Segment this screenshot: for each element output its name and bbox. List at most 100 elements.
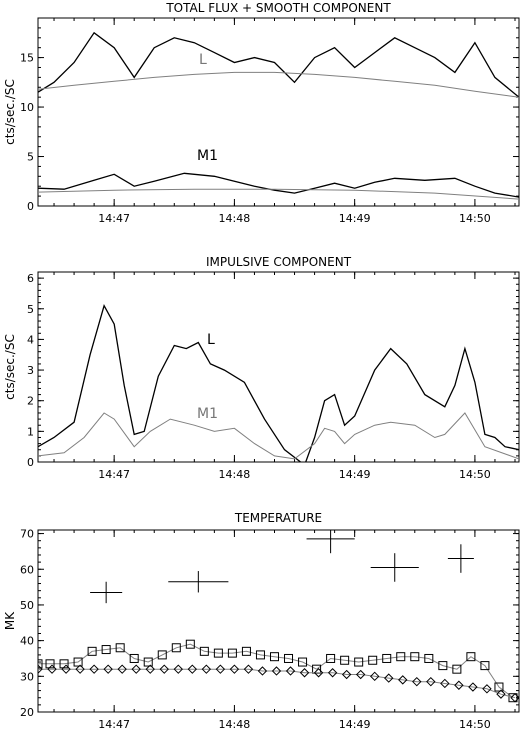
x-tick-label: 14:50 [459, 468, 491, 481]
square-marker [494, 682, 504, 692]
y-tick-label: 40 [20, 635, 34, 648]
diamond-marker [89, 664, 99, 674]
x-tick-label: 14:49 [339, 718, 371, 731]
series-L [38, 304, 519, 462]
diamond-marker [285, 666, 296, 676]
diamond-marker [327, 668, 338, 678]
diamond-marker [173, 664, 183, 674]
square-marker [424, 653, 434, 663]
diamond-marker [355, 669, 366, 680]
diamond-marker [313, 668, 324, 678]
square-marker [326, 653, 336, 663]
x-tick-label: 14:48 [219, 212, 251, 225]
series-line [38, 31, 519, 98]
square-marker [298, 657, 308, 667]
y-tick-label: 20 [20, 706, 34, 719]
diamond-marker [229, 664, 240, 674]
series-L [38, 31, 519, 98]
diamond-marker [510, 693, 519, 703]
panel-title: TEMPERATURE [234, 511, 322, 525]
square-marker [438, 661, 448, 671]
x-tick-label: 14:50 [459, 718, 491, 731]
diamond-marker [482, 684, 492, 694]
square-marker [73, 657, 83, 667]
y-tick-label: 1 [27, 425, 34, 438]
x-tick-label: 14:49 [339, 212, 371, 225]
y-tick-label: 5 [27, 303, 34, 316]
diamond-marker [398, 675, 408, 685]
series-M1 [38, 172, 519, 198]
series-s1 [90, 530, 474, 604]
plot-frame [37, 17, 520, 207]
square-marker [115, 643, 125, 653]
series-s4 [38, 188, 519, 200]
x-tick-label: 14:47 [98, 468, 130, 481]
square-marker [452, 664, 462, 674]
square-marker [185, 639, 195, 649]
square-marker [269, 652, 279, 662]
diamond-marker [117, 664, 127, 674]
square-marker [340, 655, 350, 665]
panel-3: TEMPERATURE MK 20 30 40 50 60 70 14:47 14:48 14:49… [3, 511, 520, 731]
plot-frame [37, 271, 520, 463]
series-label-m1: M1 [197, 406, 218, 422]
diamond-series-line [38, 668, 516, 699]
diamond-marker [341, 669, 352, 680]
diamond-marker [201, 664, 212, 674]
diamond-marker [426, 676, 436, 687]
x-tick-label: 14:48 [219, 718, 251, 731]
panel-title: TOTAL FLUX + SMOOTH COMPONENT [165, 1, 391, 15]
series-line [38, 412, 519, 460]
square-marker [241, 646, 251, 656]
panel-title: IMPULSIVE COMPONENT [206, 255, 352, 269]
diamond-marker [299, 668, 310, 678]
x-tick-label: 14:47 [98, 212, 130, 225]
diamond-marker [131, 664, 141, 674]
square-marker [87, 646, 97, 656]
x-tick-label: 14:47 [98, 718, 130, 731]
diamond-marker [215, 664, 226, 674]
diamond-marker [75, 664, 85, 674]
x-tick-label: 14:49 [339, 468, 371, 481]
square-marker [227, 648, 237, 658]
square-marker [480, 661, 490, 671]
series-s2 [38, 639, 518, 703]
diamond-marker [47, 664, 57, 674]
diamond-marker [271, 666, 282, 676]
square-marker [101, 645, 111, 655]
square-series-line [38, 643, 514, 699]
series-M1 [38, 412, 519, 460]
y-tick-label: 6 [27, 272, 34, 285]
y-axis-label: cts/sec./SC [3, 334, 17, 400]
diamond-marker [187, 664, 198, 674]
square-marker [466, 652, 476, 662]
x-tick-label: 14:50 [459, 212, 491, 225]
series-s3 [38, 664, 519, 703]
diamond-marker [412, 676, 422, 687]
y-tick-label: 5 [27, 151, 34, 164]
y-axis-label: MK [3, 611, 17, 630]
series-s2 [38, 71, 519, 98]
square-marker [368, 655, 378, 665]
diamond-marker [243, 664, 254, 674]
y-tick-label: 4 [27, 333, 34, 346]
x-tick-label: 14:48 [219, 468, 251, 481]
diamond-marker [384, 673, 394, 683]
diamond-marker [61, 664, 71, 674]
square-marker [157, 650, 167, 660]
square-marker [143, 657, 153, 667]
diamond-marker [38, 664, 43, 674]
square-marker [508, 693, 518, 703]
series-line [38, 304, 519, 462]
plot-frame [37, 529, 520, 713]
y-tick-label: 3 [27, 364, 34, 377]
series-label-l: L [207, 332, 215, 348]
diamond-marker [159, 664, 169, 674]
diamond-marker [468, 682, 478, 692]
diamond-marker [496, 689, 506, 699]
square-marker [284, 653, 294, 663]
series-label-m1: M1 [197, 148, 218, 164]
square-marker [199, 646, 209, 656]
panel-2: IMPULSIVE COMPONENT cts/sec./SC 0 1 2 3 4 5 6 14:… [3, 255, 520, 481]
